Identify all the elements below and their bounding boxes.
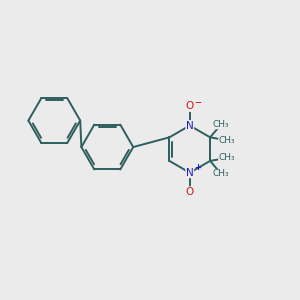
- Text: O: O: [186, 101, 194, 111]
- Text: O: O: [186, 187, 194, 197]
- Text: CH₃: CH₃: [219, 136, 235, 145]
- Text: N: N: [186, 121, 194, 130]
- Text: +: +: [194, 164, 202, 172]
- Text: CH₃: CH₃: [219, 153, 235, 162]
- Text: CH₃: CH₃: [213, 120, 230, 129]
- Text: N: N: [186, 168, 194, 178]
- Text: CH₃: CH₃: [213, 169, 230, 178]
- Text: −: −: [194, 98, 202, 107]
